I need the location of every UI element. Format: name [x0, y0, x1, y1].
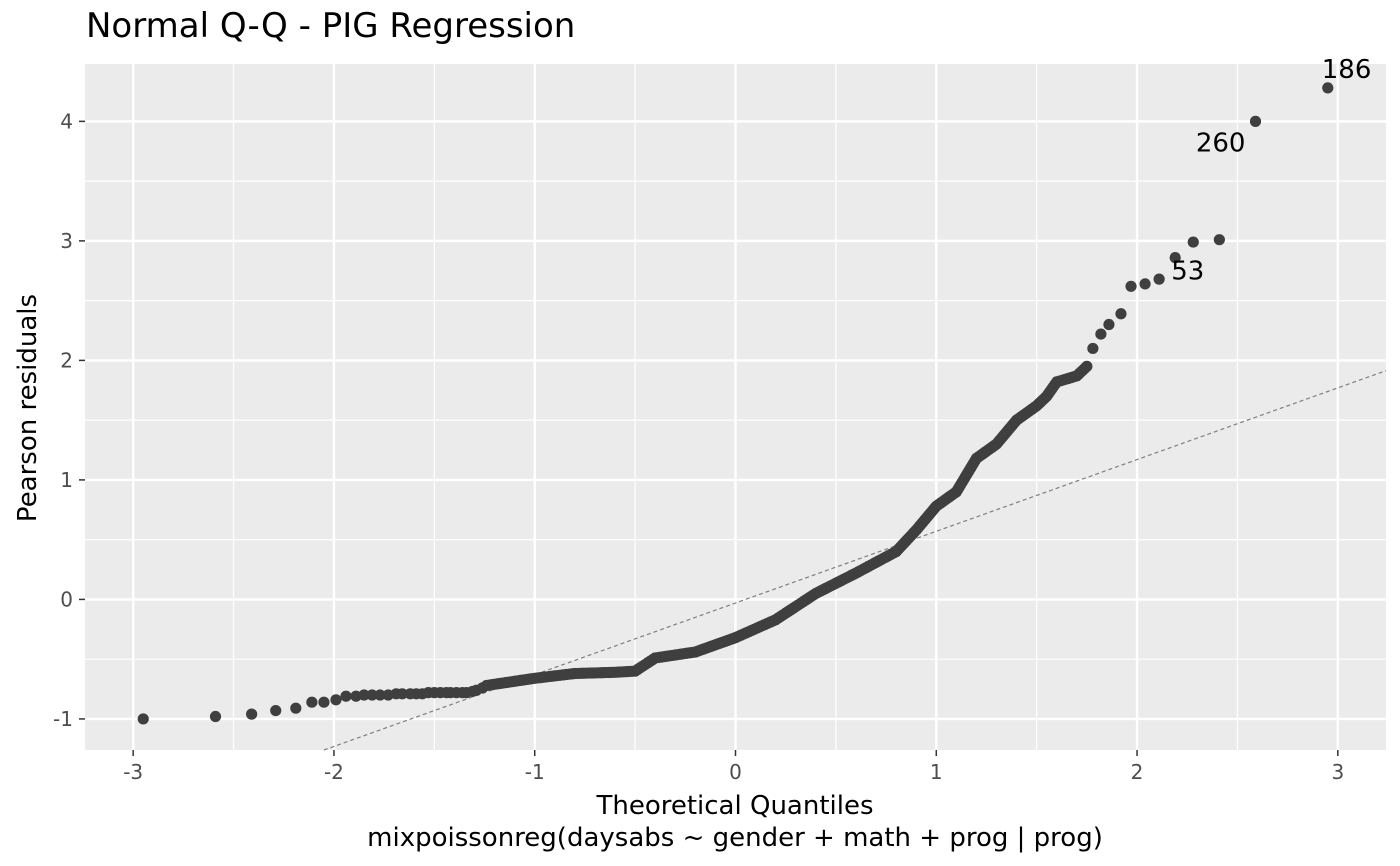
data-point — [1087, 342, 1099, 355]
data-point — [1322, 82, 1334, 94]
data-point — [306, 696, 318, 708]
data-point — [1169, 252, 1181, 264]
reference-line — [323, 370, 1387, 751]
y-tick-label: -1 — [53, 707, 73, 731]
y-axis-ticks: -1 0 1 2 3 4 — [53, 109, 85, 731]
y-tick-label: 4 — [60, 109, 73, 133]
y-axis-title: Pearson residuals — [13, 294, 43, 522]
data-point — [1249, 115, 1262, 127]
x-tick-label: -1 — [525, 760, 545, 784]
data-point — [1213, 234, 1225, 246]
data-point — [290, 702, 302, 714]
x-tick-label: -3 — [123, 760, 143, 784]
y-tick-label: 1 — [60, 468, 73, 492]
data-point — [1103, 318, 1115, 331]
x-tick-label: 0 — [729, 760, 742, 784]
data-point — [366, 689, 378, 701]
data-point — [137, 713, 149, 725]
point-label: 260 — [1196, 128, 1246, 158]
point-labels: 186 260 53 — [1171, 55, 1371, 287]
chart-title: Normal Q-Q - PIG Regression — [86, 6, 576, 46]
data-point — [1081, 360, 1093, 372]
data-point — [1139, 278, 1151, 290]
data-point — [396, 688, 408, 700]
point-label: 186 — [1322, 55, 1372, 85]
x-tick-label: 1 — [930, 760, 943, 784]
point-label: 53 — [1171, 257, 1204, 287]
data-point — [270, 704, 282, 717]
data-point — [330, 694, 342, 706]
data-points — [137, 82, 1334, 725]
y-tick-label: 2 — [60, 348, 73, 372]
x-tick-label: 3 — [1331, 760, 1344, 784]
x-tick-label: 2 — [1131, 760, 1144, 784]
x-axis-subtitle: mixpoissonreg(daysabs ~ gender + math + … — [367, 823, 1103, 853]
data-point — [374, 689, 386, 701]
x-axis-title: Theoretical Quantiles — [595, 791, 873, 821]
data-point — [246, 708, 258, 720]
data-point — [318, 696, 330, 708]
data-point — [1095, 328, 1107, 340]
major-gridlines — [85, 64, 1386, 750]
data-point — [1125, 280, 1137, 292]
data-point — [1153, 273, 1165, 285]
x-tick-label: -2 — [324, 760, 344, 784]
x-axis-ticks: -3 -2 -1 0 1 2 3 — [123, 750, 1344, 784]
data-point — [1115, 308, 1127, 320]
data-point — [1187, 236, 1199, 248]
y-tick-label: 3 — [60, 229, 73, 253]
data-point — [209, 710, 222, 723]
data-point — [358, 689, 370, 701]
y-tick-label: 0 — [60, 587, 73, 611]
data-point — [340, 690, 352, 702]
